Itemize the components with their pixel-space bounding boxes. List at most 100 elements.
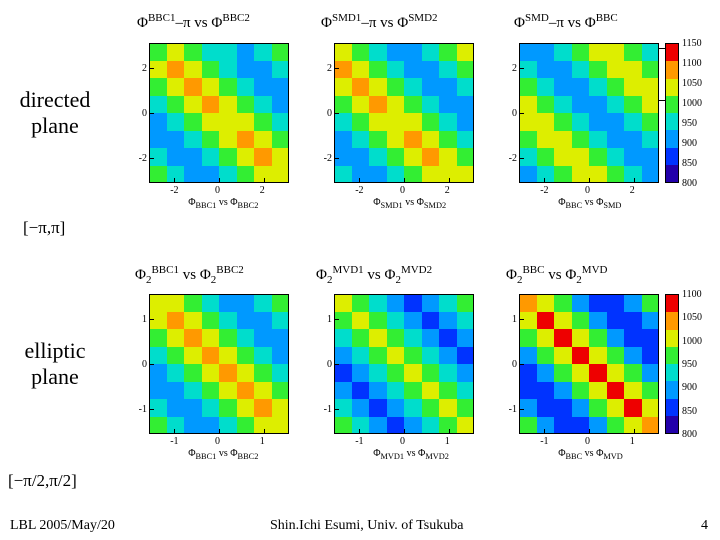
cell [457,364,475,382]
cell [149,382,167,400]
cell [272,61,290,79]
cell [334,399,352,417]
ytick-label: -1 [324,404,332,415]
cell [167,417,185,435]
cell [387,166,405,184]
panel-r1c1: -202-202ΦBBC1 vs ΦBBC2 [125,37,293,205]
cell [254,364,272,382]
cell [624,61,642,79]
cell [439,417,457,435]
cell [254,329,272,347]
ytick-label: 1 [512,314,517,325]
cell [572,417,590,435]
cell [607,382,625,400]
cell [537,166,555,184]
colorbar-tick-label: 950 [682,359,697,370]
cell [219,166,237,184]
cell [184,399,202,417]
cell [554,382,572,400]
cell [237,96,255,114]
cell [167,347,185,365]
cell [404,329,422,347]
cell [607,148,625,166]
cell [219,148,237,166]
cell [334,417,352,435]
cell [404,294,422,312]
title-r2c1: Φ2BBC1 vs Φ2BBC2 [135,264,244,286]
cell [457,148,475,166]
ytick-label: 0 [327,108,332,119]
cell [167,78,185,96]
cell [572,329,590,347]
cell [537,43,555,61]
cell [369,43,387,61]
xtick-label: 0 [215,436,220,447]
panel-r1c3: -202-202ΦBBC vs ΦSMD [495,37,663,205]
colorbar-tick-label: 1000 [682,98,702,109]
xaxis-label: ΦBBC1 vs ΦBBC2 [188,197,258,210]
cell [624,399,642,417]
cell [254,78,272,96]
cell [519,312,537,330]
ytick-label: -2 [139,153,147,164]
cell [537,417,555,435]
cell [149,364,167,382]
cell [272,399,290,417]
colorbar-tick-label: 900 [682,382,697,393]
cell [369,347,387,365]
cell [369,329,387,347]
cell [167,61,185,79]
cell [334,43,352,61]
cell [554,364,572,382]
cell [607,329,625,347]
cell [387,148,405,166]
cell [537,399,555,417]
cell [184,417,202,435]
cell [554,347,572,365]
cell [519,96,537,114]
cell [572,312,590,330]
xtick-label: 1 [445,436,450,447]
cell [537,61,555,79]
cell [272,131,290,149]
cell [352,399,370,417]
cell [519,113,537,131]
cell [554,43,572,61]
cell [352,329,370,347]
cell [624,43,642,61]
ytick-label: 2 [142,63,147,74]
cell [352,312,370,330]
cell [457,61,475,79]
cell [387,399,405,417]
cell [254,61,272,79]
cell [572,364,590,382]
cell [167,399,185,417]
cell [149,347,167,365]
cell [572,148,590,166]
cell [404,131,422,149]
cell [334,96,352,114]
cell [624,166,642,184]
cell [184,329,202,347]
cell [334,166,352,184]
cell [202,329,220,347]
cell [254,113,272,131]
cell [149,43,167,61]
cell [422,399,440,417]
cell [404,148,422,166]
cell [237,417,255,435]
cell [202,364,220,382]
cell [422,312,440,330]
cell [589,294,607,312]
cell [572,166,590,184]
cell [642,347,660,365]
cell [607,364,625,382]
cell [439,131,457,149]
cell [589,43,607,61]
cell [554,131,572,149]
cell [642,329,660,347]
cell [334,347,352,365]
cell [457,294,475,312]
cell [184,382,202,400]
colorbar-tick-label: 800 [682,178,697,189]
